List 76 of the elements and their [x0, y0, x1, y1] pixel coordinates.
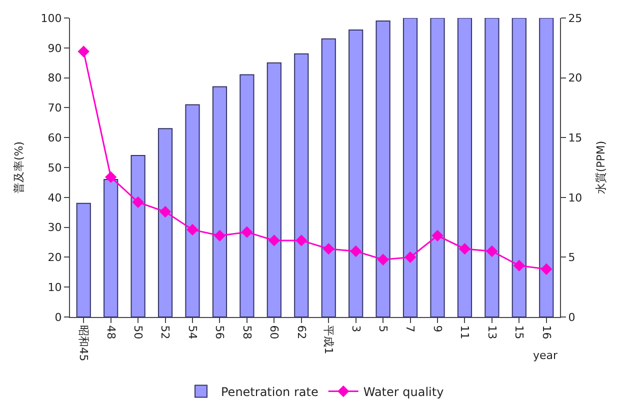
y2-axis-title: 水質(PPM): [594, 140, 608, 194]
x-tick-label: 昭和45: [77, 325, 90, 362]
bar: [512, 18, 526, 317]
bar: [294, 53, 309, 317]
point: [540, 263, 552, 276]
point: [104, 171, 117, 183]
bar: [539, 18, 554, 317]
y2-tick-label: 5: [568, 251, 576, 264]
y-axis-title: 普及率(%): [12, 141, 26, 194]
point: [458, 242, 471, 255]
point: [268, 234, 280, 246]
legend-label: Penetration rate: [221, 384, 318, 399]
x-tick-label: 16: [540, 325, 553, 340]
point: [513, 260, 526, 272]
x-tick-label: 62: [294, 325, 308, 340]
bar: [484, 18, 500, 317]
y2-tick-label: 10: [568, 191, 582, 204]
point: [186, 224, 198, 236]
y2-tick-label: 25: [568, 12, 582, 25]
bar: [185, 104, 200, 317]
bar: [104, 178, 118, 317]
y-tick-label: 50: [48, 161, 62, 174]
y-tick-label: 60: [48, 131, 62, 144]
point: [486, 245, 498, 258]
bar: [348, 29, 364, 317]
y2-tick-label: 15: [568, 131, 582, 144]
x-tick-label: 50: [131, 325, 144, 340]
y-tick-label: 100: [40, 12, 62, 25]
y-tick-label: 80: [48, 72, 62, 85]
y2-tick-label: 0: [568, 310, 576, 324]
y-tick-label: 90: [48, 42, 62, 55]
x-tick-label: 7: [404, 325, 417, 332]
x-tick-label: 5: [376, 325, 390, 332]
point: [350, 245, 362, 258]
point: [132, 196, 144, 208]
bar: [321, 38, 336, 317]
x-tick-label: 11: [458, 325, 472, 340]
x-tick-label: 56: [213, 325, 226, 340]
point: [432, 230, 444, 242]
y-tick-label: 70: [48, 102, 62, 115]
x-tick-label: 52: [158, 325, 172, 340]
y-tick-label: 40: [48, 191, 62, 204]
x-tick-label: 3: [349, 325, 362, 332]
bar: [158, 128, 173, 317]
x-tick-label: 平成1: [322, 325, 336, 354]
point: [322, 242, 334, 255]
y-tick-label: 30: [48, 221, 62, 234]
bar: [266, 62, 282, 317]
x-tick-label: 13: [485, 325, 498, 340]
x-axis-title: year: [533, 349, 558, 362]
point: [159, 206, 172, 218]
legend-label: Water quality: [363, 384, 444, 399]
bar: [130, 155, 146, 317]
point: [404, 251, 416, 264]
point: [241, 226, 253, 238]
bar: [376, 20, 390, 317]
y-tick-label: 20: [48, 251, 62, 264]
bar: [402, 18, 418, 317]
x-tick-label: 9: [430, 325, 444, 332]
y-tick-label: 0: [54, 310, 62, 324]
bar: [212, 86, 228, 317]
x-tick-label: 48: [104, 325, 118, 340]
x-tick-label: 54: [186, 325, 199, 340]
bar: [76, 202, 91, 317]
y-tick-label: 10: [48, 280, 62, 294]
bar: [457, 18, 472, 317]
x-tick-label: 60: [268, 325, 281, 340]
bar: [430, 18, 445, 317]
x-tick-label: 15: [512, 325, 526, 340]
bar: [240, 74, 254, 317]
y2-tick-label: 20: [568, 72, 582, 85]
point: [296, 234, 308, 246]
point: [377, 254, 389, 266]
point: [78, 46, 90, 58]
point: [214, 230, 226, 242]
x-tick-label: 58: [240, 325, 254, 340]
